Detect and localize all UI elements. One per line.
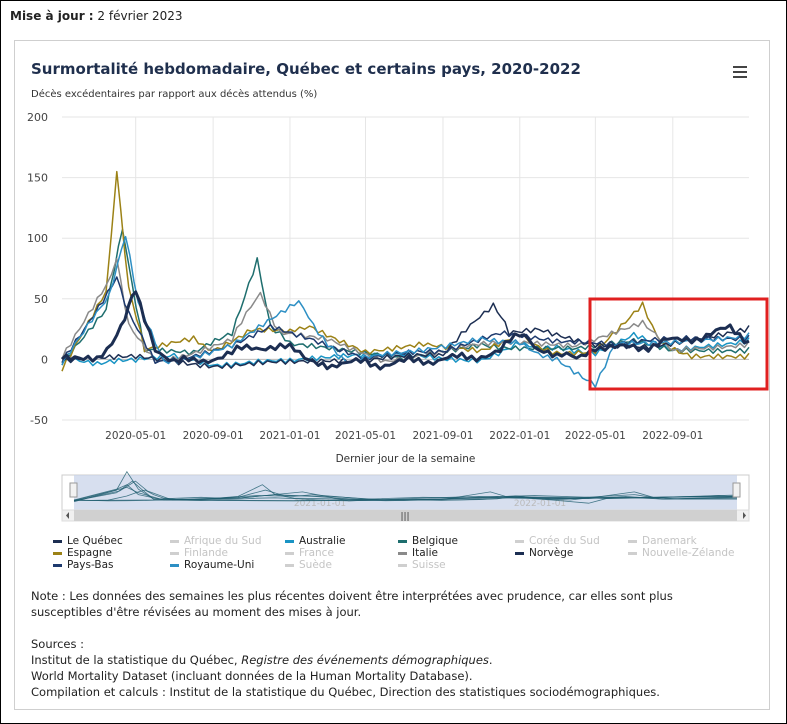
chart-title: Surmortalité hebdomadaire, Québec et cer… (31, 60, 581, 78)
legend-swatch (628, 551, 637, 555)
legend-swatch (53, 551, 62, 555)
legend-item[interactable]: Le Québec (53, 535, 123, 547)
x-tick-label: 2021-09-01 (412, 430, 473, 442)
legend-item[interactable]: Corée du Sud (515, 535, 600, 547)
hamburger-menu-icon[interactable] (733, 66, 747, 78)
update-line: Mise à jour : 2 février 2023 (10, 9, 183, 23)
legend-swatch (285, 551, 294, 555)
scrollbar-thumb[interactable] (74, 510, 737, 521)
sources-heading: Sources : (31, 637, 85, 651)
legend-swatch (398, 563, 407, 567)
legend-swatch (170, 539, 179, 543)
legend-swatch (285, 563, 294, 567)
legend-label: Finlande (184, 547, 228, 559)
legend-swatch (628, 539, 637, 543)
legend-label: Royaume-Uni (184, 559, 255, 571)
y-tick-label: 0 (41, 353, 48, 366)
legend-swatch (170, 563, 179, 567)
x-tick-label: 2020-05-01 (105, 430, 166, 442)
legend-item[interactable]: Italie (398, 547, 438, 559)
x-tick-label: 2021-01-01 (259, 430, 320, 442)
legend-item[interactable]: Suède (285, 559, 332, 571)
legend-item[interactable]: Suisse (398, 559, 446, 571)
update-date: 2 février 2023 (97, 9, 183, 23)
sources-line-2: World Mortality Dataset (incluant donnée… (31, 669, 473, 683)
legend-label: Corée du Sud (529, 535, 600, 547)
navigator-handle-left[interactable] (69, 482, 78, 498)
navigator-label: 2021-01-01 (294, 499, 346, 509)
legend-swatch (398, 551, 407, 555)
legend-label: France (299, 547, 334, 559)
y-tick-label: -50 (30, 414, 48, 427)
x-tick-label: 2022-01-01 (489, 430, 550, 442)
legend-swatch (53, 563, 62, 567)
legend-swatch (53, 539, 62, 543)
scroll-left-arrow-icon[interactable] (66, 512, 69, 519)
legend-item[interactable]: Belgique (398, 535, 458, 547)
legend-label: Belgique (412, 535, 458, 547)
legend-label: Pays-Bas (67, 559, 114, 571)
chart-card (14, 40, 770, 710)
legend-label: Suède (299, 559, 332, 571)
legend-label: Italie (412, 547, 438, 559)
navigator-handle-right[interactable] (732, 482, 741, 498)
legend-swatch (515, 539, 524, 543)
scroll-right-arrow-icon[interactable] (743, 512, 746, 519)
x-tick-label: 2021-05-01 (335, 430, 396, 442)
legend-label: Danemark (642, 535, 697, 547)
legend-item[interactable]: Finlande (170, 547, 228, 559)
sources-line-1: Institut de la statistique du Québec, Re… (31, 653, 493, 667)
legend-swatch (170, 551, 179, 555)
highlight-box (588, 297, 769, 391)
legend-item[interactable]: Afrique du Sud (170, 535, 262, 547)
legend-label: Nouvelle-Zélande (642, 547, 735, 559)
legend-swatch (285, 539, 294, 543)
series-line-italie (61, 258, 750, 364)
legend-label: Le Québec (67, 535, 123, 547)
note-text: Note : Les données des semaines les plus… (31, 589, 673, 619)
y-tick-label: 150 (27, 172, 48, 185)
scrollbar-grip-icon: ||| (400, 512, 409, 522)
legend-label: Afrique du Sud (184, 535, 262, 547)
navigator-label: 2022-01-01 (514, 499, 566, 509)
legend-item[interactable]: Royaume-Uni (170, 559, 254, 571)
x-tick-label: 2022-05-01 (565, 430, 626, 442)
legend-label: Suisse (412, 559, 446, 571)
x-tick-label: 2020-09-01 (183, 430, 244, 442)
legend-item[interactable]: France (285, 547, 334, 559)
legend-label: Norvège (529, 547, 574, 559)
y-tick-label: 100 (27, 232, 48, 245)
y-axis-title: Décès excédentaires par rapport aux décè… (31, 89, 318, 100)
legend-item[interactable]: Australie (285, 535, 345, 547)
series-line-espagne (61, 170, 750, 372)
legend-item[interactable]: Pays-Bas (53, 559, 114, 571)
y-tick-label: 50 (34, 293, 48, 306)
legend-item[interactable]: Danemark (628, 535, 697, 547)
legend-swatch (398, 539, 407, 543)
legend-label: Espagne (67, 547, 112, 559)
x-tick-label: 2022-09-01 (642, 430, 703, 442)
legend-item[interactable]: Nouvelle-Zélande (628, 547, 734, 559)
x-axis-title: Dernier jour de la semaine (336, 453, 476, 465)
update-label: Mise à jour : (10, 9, 94, 23)
legend-item[interactable]: Norvège (515, 547, 573, 559)
legend-item[interactable]: Espagne (53, 547, 112, 559)
navigator-series-line (73, 489, 738, 502)
y-tick-label: 200 (27, 111, 48, 124)
series-line-le-qu-bec (60, 290, 750, 371)
navigator-selection (74, 475, 737, 510)
sources-line-3: Compilation et calculs : Institut de la … (31, 685, 660, 699)
legend-swatch (515, 551, 524, 555)
legend-label: Australie (299, 535, 346, 547)
sources-block: Sources : Institut de la statistique du … (31, 636, 751, 700)
